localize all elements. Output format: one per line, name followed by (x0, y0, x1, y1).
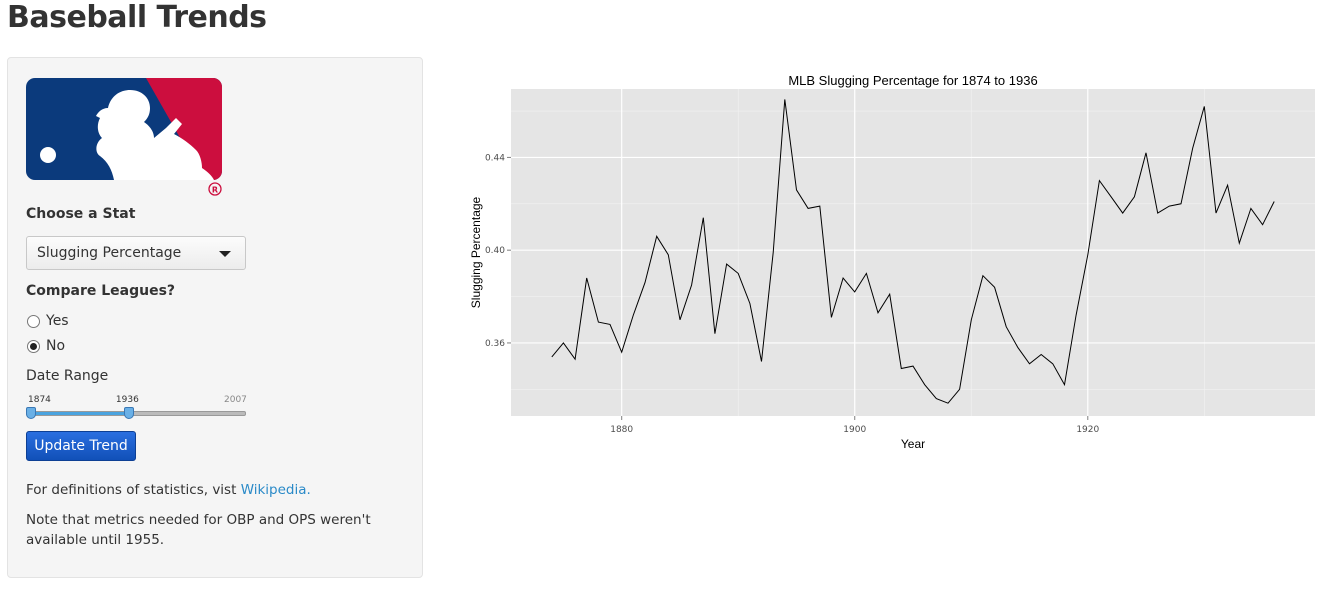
slugging-line-chart: 1880 1900 1920 0.36 0.40 0.44 MLB Slugging Per… (469, 73, 1315, 451)
radio-no-label: No (46, 338, 66, 354)
definitions-text: For definitions of statistics, vist (26, 482, 237, 498)
mlb-logo-icon: R (26, 78, 222, 196)
choose-stat-label: Choose a Stat (26, 206, 136, 222)
date-range-label: Date Range (26, 368, 109, 384)
definitions-note: For definitions of statistics, vist Wiki… (26, 480, 416, 500)
slugging-series-line (551, 99, 1275, 404)
stat-select-value: Slugging Percentage (37, 245, 182, 261)
x-tick-label: 1880 (610, 425, 633, 435)
date-range-slider-track[interactable] (26, 411, 246, 416)
wikipedia-link[interactable]: Wikipedia. (240, 482, 311, 498)
update-trend-button[interactable]: Update Trend (26, 431, 136, 461)
x-tick-label: 1920 (1076, 425, 1099, 435)
x-tick-label: 1900 (843, 425, 866, 435)
y-tick-label: 0.40 (485, 246, 505, 256)
stat-select-dropdown[interactable]: Slugging Percentage (26, 236, 246, 270)
plot-panel (511, 89, 1315, 416)
date-range-slider-fill (32, 412, 130, 415)
slider-handle-end[interactable] (123, 407, 134, 419)
chevron-down-icon (219, 251, 231, 257)
sidebar-panel: R Choose a Stat Slugging Percentage Comp… (7, 57, 423, 578)
y-axis-label: Slugging Percentage (469, 196, 483, 308)
slider-value-label: 1936 (115, 395, 139, 405)
page-title: Baseball Trends (7, 0, 267, 35)
y-tick-label: 0.44 (485, 153, 505, 163)
radio-yes-label: Yes (46, 313, 69, 329)
svg-text:R: R (212, 186, 218, 195)
compare-leagues-label: Compare Leagues? (26, 283, 176, 299)
y-tick-label: 0.36 (485, 339, 505, 349)
radio-circle-icon (27, 315, 40, 328)
slider-max-label: 2007 (224, 395, 247, 405)
x-axis-label: Year (901, 437, 925, 451)
chart-title: MLB Slugging Percentage for 1874 to 1936 (788, 73, 1037, 88)
slider-min-label: 1874 (28, 395, 51, 405)
radio-selected-dot-icon (30, 343, 37, 350)
obp-ops-note: Note that metrics needed for OBP and OPS… (26, 512, 371, 548)
slider-handle-start[interactable] (26, 407, 36, 419)
